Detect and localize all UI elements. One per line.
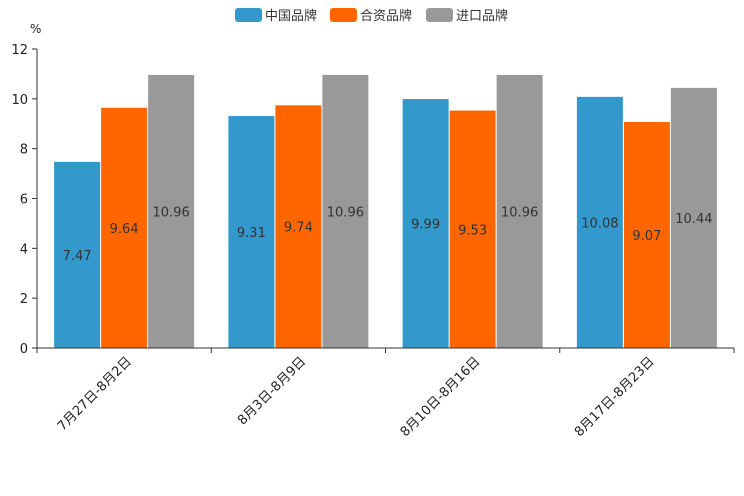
y-tick-label: 2 <box>20 292 28 307</box>
bar <box>275 105 322 348</box>
bar-group-item: 7.47 <box>54 161 101 348</box>
bar <box>402 99 449 349</box>
bar <box>670 87 717 349</box>
bar-group-item: 9.31 <box>228 116 275 348</box>
legend-label: 合资品牌 <box>360 8 412 24</box>
x-tick-label: 8月10日-8月16日 <box>398 354 484 440</box>
y-tick-label: 0 <box>20 342 28 357</box>
bar <box>576 96 623 348</box>
bar-data-label: 9.64 <box>110 222 139 237</box>
bar-group-item: 10.44 <box>670 87 717 349</box>
bar-data-label: 10.44 <box>675 212 712 227</box>
x-axis: 7月27日-8月2日 8月3日-8月9日 8月10日-8月16日 8月17日-8月23… <box>36 347 735 440</box>
bar-group-item: 10.96 <box>148 74 195 348</box>
legend-label: 进口品牌 <box>456 8 508 24</box>
bar-group-item: 10.96 <box>322 74 369 348</box>
bar <box>322 74 369 348</box>
y-tick-label: 8 <box>20 143 28 158</box>
legend-item-2: 合资品牌 <box>330 8 412 24</box>
bar <box>54 161 101 348</box>
bar-data-label: 7.47 <box>63 249 92 264</box>
legend-label: 中国品牌 <box>265 8 317 24</box>
x-tick-label: 8月17日-8月23日 <box>572 354 658 440</box>
bar-group-item: 9.64 <box>101 107 148 348</box>
bar <box>623 122 670 349</box>
x-tick-label: 7月27日-8月2日 <box>55 354 135 434</box>
bar-data-label: 9.74 <box>284 221 313 236</box>
bar-data-label: 9.53 <box>458 223 487 238</box>
bar-data-label: 10.96 <box>153 205 190 220</box>
bar-group-item: 9.07 <box>623 122 670 349</box>
legend-swatch <box>426 8 453 22</box>
legend-item-3: 进口品牌 <box>426 8 508 24</box>
bar-group-item: 9.99 <box>402 99 449 349</box>
bar-data-label: 10.96 <box>501 205 538 220</box>
legend-swatch <box>330 8 357 22</box>
bar-group-item: 9.53 <box>449 110 496 349</box>
bar-group-item: 10.96 <box>496 74 543 348</box>
legend: 中国品牌 合资品牌 进口品牌 <box>235 8 508 24</box>
bar-data-label: 10.96 <box>327 205 364 220</box>
y-tick-label: 6 <box>20 193 28 208</box>
x-tick-label: 8月3日-8月9日 <box>235 354 309 428</box>
bar-data-label: 10.08 <box>581 216 618 231</box>
bars-group: 7.47 9.64 10.96 9.31 9.74 10.96 9.99 9.53 10.96 1… <box>54 74 717 349</box>
bar <box>228 116 275 348</box>
y-tick-label: 12 <box>11 43 28 58</box>
y-tick-label: 4 <box>20 242 28 257</box>
bar <box>496 74 543 348</box>
bar-group-item: 9.74 <box>275 105 322 348</box>
bar <box>101 107 148 348</box>
legend-swatch <box>235 8 262 22</box>
y-tick-label: 10 <box>11 93 28 108</box>
bar <box>449 110 496 349</box>
legend-item-1: 中国品牌 <box>235 8 317 24</box>
bar-data-label: 9.07 <box>632 229 661 244</box>
bar-group-item: 10.08 <box>576 96 623 348</box>
bar-data-label: 9.99 <box>411 218 440 233</box>
bar <box>148 74 195 348</box>
y-axis: 0 2 4 6 8 10 12 <box>11 43 38 357</box>
y-axis-unit-label: % <box>30 22 41 36</box>
bar-data-label: 9.31 <box>237 226 266 241</box>
